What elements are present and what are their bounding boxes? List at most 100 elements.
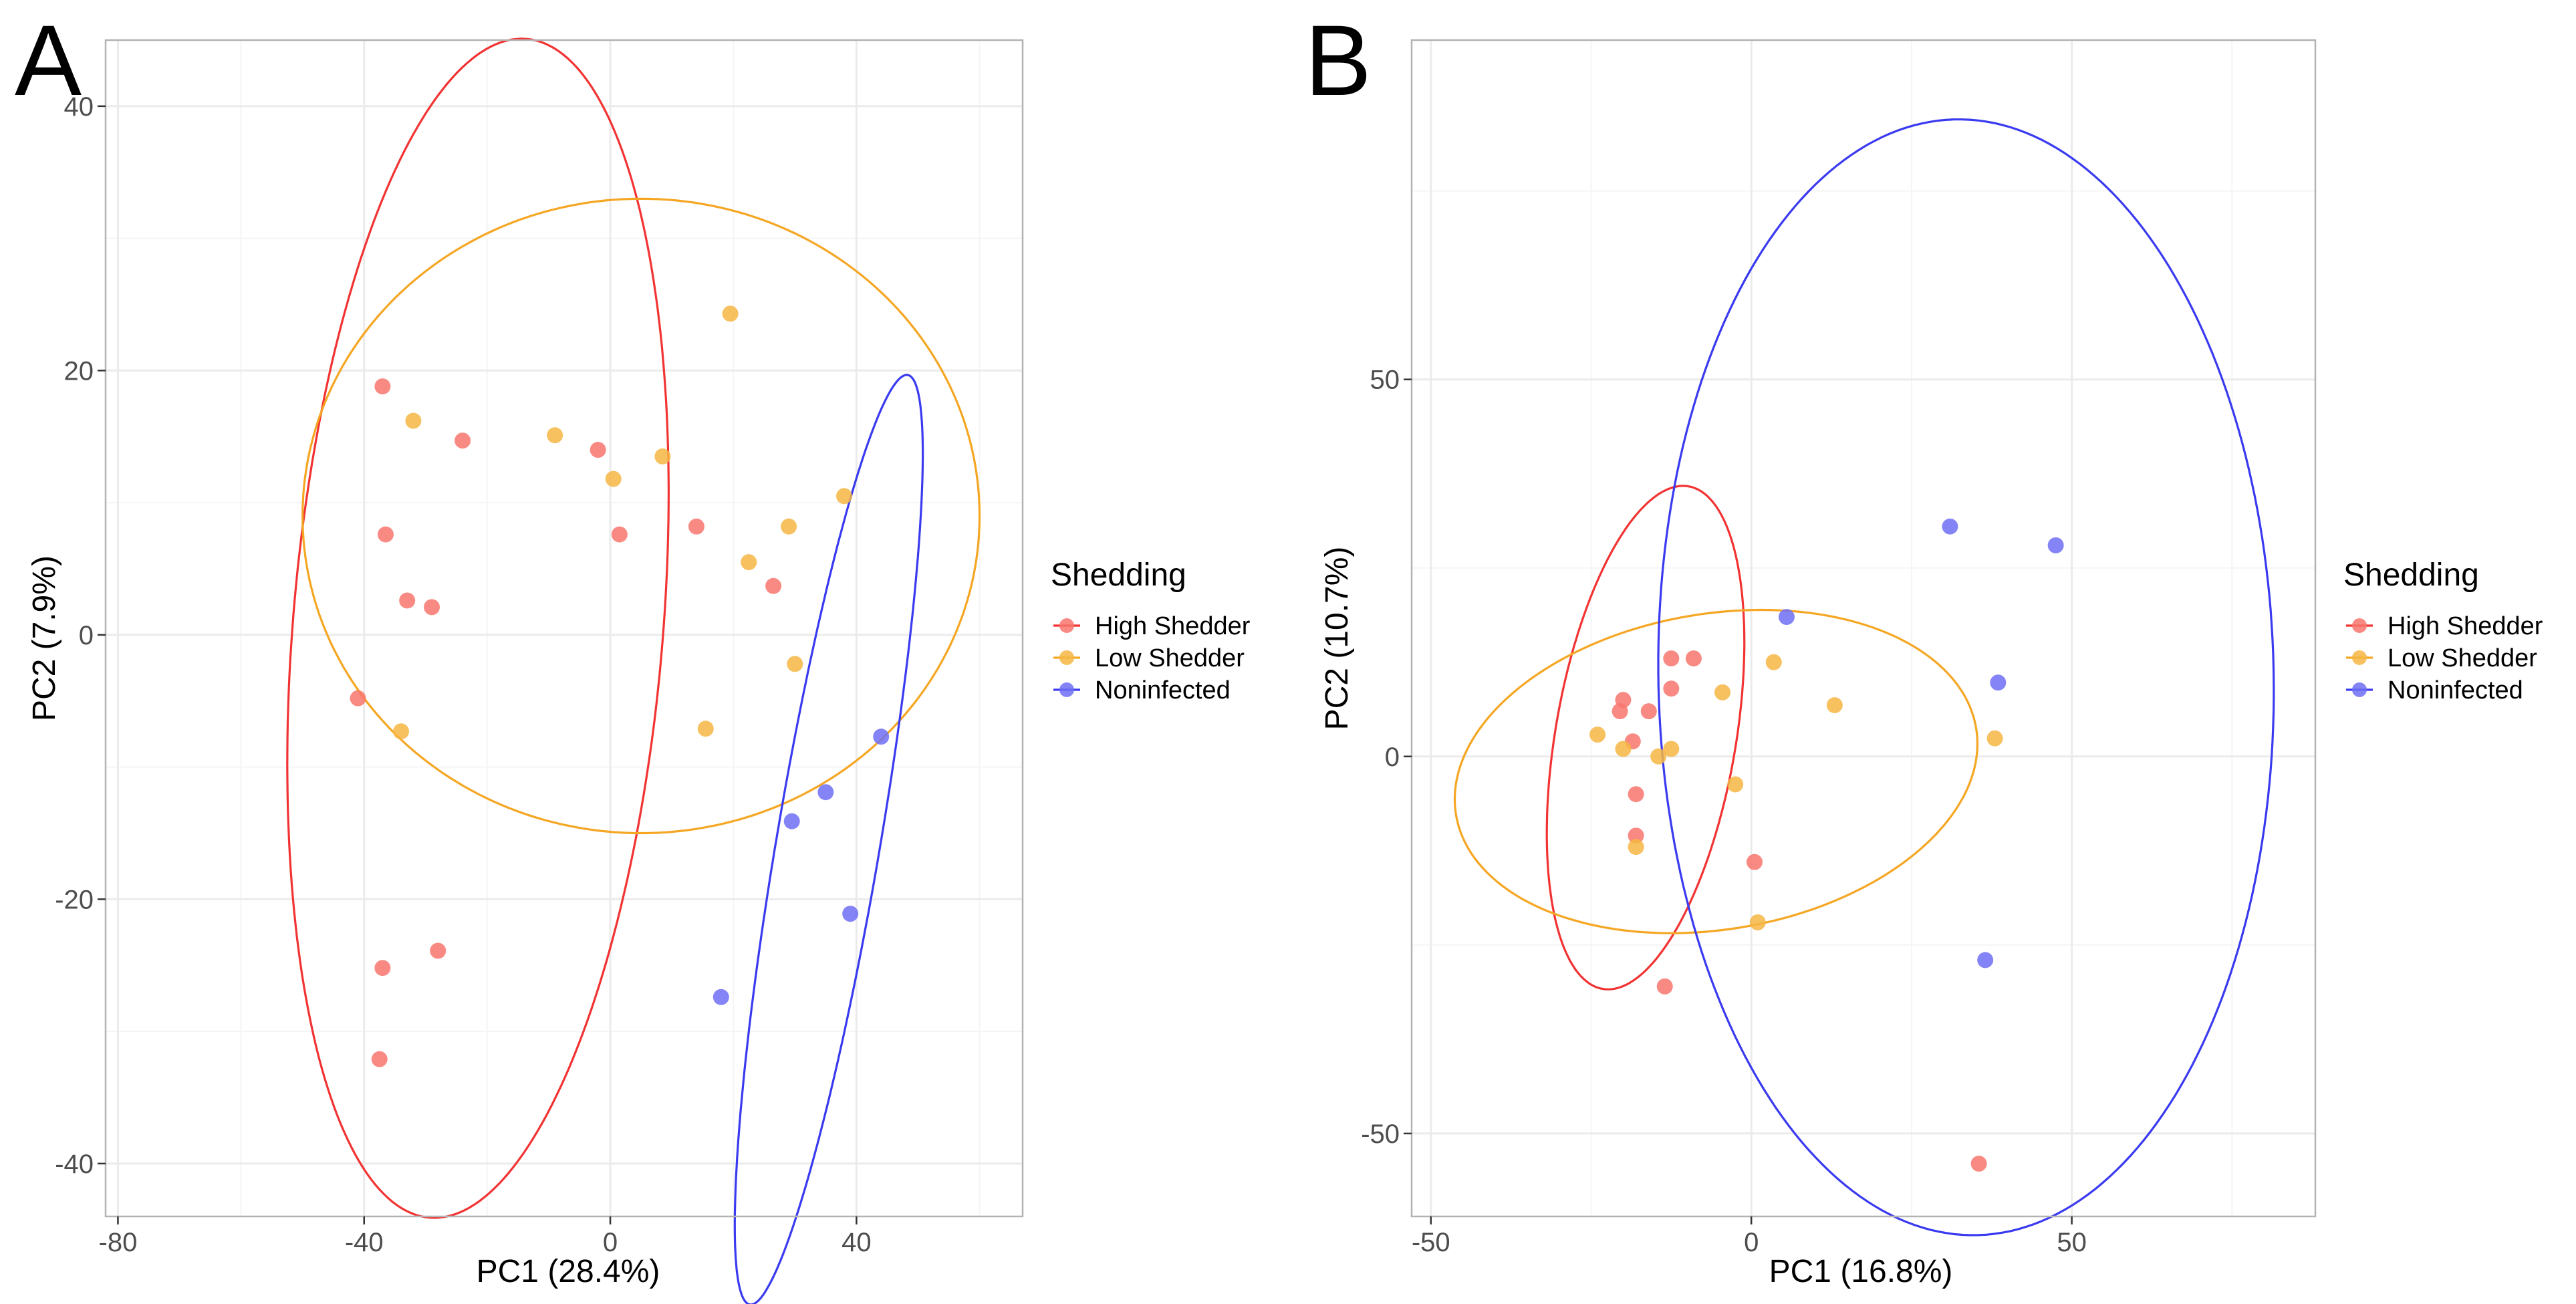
panel-a-point-noninfected <box>842 906 859 922</box>
panel-a-point-low-shedder <box>405 412 422 429</box>
panel-a-point-high-shedder <box>765 577 782 594</box>
panel-b-y-tick-label: 50 <box>1370 366 1400 395</box>
panel-b-legend-label-high-shedder: High Shedder <box>2388 612 2543 640</box>
panel-a-ellipse-low-shedder <box>301 197 981 835</box>
panel-b-x-tick-label: -50 <box>1412 1228 1450 1257</box>
panel-b-point-low-shedder <box>1826 697 1843 714</box>
panel-a-point-low-shedder <box>392 723 409 740</box>
panel-a-legend-key-point-noninfected <box>1059 682 1074 697</box>
panel-a-point-high-shedder <box>371 1051 388 1067</box>
panel-a-point-high-shedder <box>455 432 471 449</box>
panel-a-legend-label-noninfected: Noninfected <box>1095 676 1231 704</box>
panel-a-point-high-shedder <box>374 378 391 395</box>
panel-a-y-tick-label: 20 <box>64 356 94 386</box>
panel-b-ellipse-high-shedder <box>1545 485 1746 991</box>
panel-b-point-noninfected <box>1990 674 2007 691</box>
panel-a-point-high-shedder <box>399 592 416 609</box>
panel-b-x-tick-label: 0 <box>1744 1228 1759 1257</box>
panel-b-point-high-shedder <box>1628 786 1644 803</box>
panel-b-point-low-shedder <box>1663 741 1680 757</box>
panel-b-point-high-shedder <box>1656 978 1673 995</box>
panel-a-point-high-shedder <box>424 599 440 616</box>
panel-a-point-low-shedder <box>547 427 563 444</box>
panel-a-y-tick-label: 40 <box>64 92 94 122</box>
panel-a-point-low-shedder <box>835 488 852 505</box>
panel-b-points <box>1589 518 2064 1172</box>
panel-a-x-axis-title: PC1 (28.4%) <box>477 1254 660 1289</box>
panel-b-point-low-shedder <box>1749 914 1766 930</box>
panel-b-legend-label-noninfected: Noninfected <box>2388 676 2523 704</box>
panel-a-y-tick-label: -20 <box>55 885 94 914</box>
panel-b-point-low-shedder <box>1650 748 1667 765</box>
panel-b-y-tick-label: 0 <box>1385 743 1400 772</box>
panel-a-point-high-shedder <box>430 942 446 959</box>
panel-b-legend-label-low-shedder: Low Shedder <box>2388 644 2537 672</box>
panel-b-point-low-shedder <box>1765 654 1782 670</box>
panel-b-y-tick-label: -50 <box>1361 1120 1400 1149</box>
panel-a-legend-items: High Shedder Low Shedder Noninfected <box>1053 612 1251 704</box>
panel-a-point-high-shedder <box>350 690 366 706</box>
panel-a-legend: Shedding High Shedder Low Shedder Noninfec… <box>1051 557 1251 704</box>
panel-b-y-axis-title: PC2 (10.7%) <box>1319 547 1355 731</box>
panel-b-legend-key-point-noninfected <box>2352 682 2367 697</box>
panel-a-x-tick-label: 0 <box>603 1228 618 1257</box>
panel-a-ellipse-noninfected <box>733 374 924 1304</box>
panel-b-point-high-shedder <box>1663 650 1680 667</box>
panel-a-y-tick-label: -40 <box>55 1150 94 1179</box>
panel-a-legend-label-high-shedder: High Shedder <box>1095 612 1251 640</box>
panel-b-point-noninfected <box>1977 952 1994 968</box>
panel-b-point-high-shedder <box>1612 703 1628 720</box>
panel-a-y-tick-label: 0 <box>79 621 94 650</box>
panel-a-point-high-shedder <box>377 526 394 543</box>
panel-a: A -80 -40 0 40 -40 -20 0 20 40 PC1 (28.4%) PC2 (… <box>15 4 1251 1304</box>
panel-a-point-low-shedder <box>787 656 803 672</box>
panel-a-point-low-shedder <box>697 721 714 737</box>
panel-a-grid <box>106 40 1023 1216</box>
panel-b-point-high-shedder <box>1970 1156 1987 1172</box>
panel-b-ellipses <box>1453 118 2275 1236</box>
panel-a-point-low-shedder <box>741 554 757 571</box>
panel-b-point-high-shedder <box>1663 680 1680 697</box>
panel-a-point-low-shedder <box>654 448 671 465</box>
panel-b: B -50 0 50 -50 0 50 PC1 (16.8%) PC2 (10.7%) S… <box>1305 4 2543 1289</box>
panel-a-point-high-shedder <box>688 518 704 535</box>
panel-b-point-noninfected <box>1778 609 1795 626</box>
panel-a-point-low-shedder <box>781 518 797 535</box>
panel-b-ellipse-noninfected <box>1657 118 2275 1236</box>
panel-a-point-low-shedder <box>605 471 622 487</box>
panel-b-grid <box>1412 40 2315 1216</box>
panel-a-point-noninfected <box>713 989 729 1005</box>
panel-b-legend-key-point-high-shedder <box>2352 618 2367 633</box>
panel-b-legend-title: Shedding <box>2343 557 2479 593</box>
panel-b-point-low-shedder <box>1589 727 1606 743</box>
panel-a-border <box>104 39 1024 1218</box>
panel-a-point-high-shedder <box>590 442 606 459</box>
panel-b-point-high-shedder <box>1628 827 1644 844</box>
panel-b-point-low-shedder <box>1615 741 1632 757</box>
panel-a-point-low-shedder <box>722 305 739 322</box>
panel-a-points <box>350 305 890 1067</box>
panel-b-point-noninfected <box>2047 537 2064 553</box>
panel-b-point-noninfected <box>1942 518 1958 535</box>
panel-b-point-low-shedder <box>1727 776 1744 793</box>
panel-a-x-tick-label: -80 <box>99 1228 138 1257</box>
panel-a-point-high-shedder <box>374 960 391 976</box>
panel-a-point-noninfected <box>783 813 800 829</box>
panel-b-x-axis-title: PC1 (16.8%) <box>1769 1254 1953 1289</box>
panel-a-ticks: -80 -40 0 40 -40 -20 0 20 40 <box>55 92 871 1257</box>
panel-a-point-high-shedder <box>611 526 628 543</box>
panel-a-point-noninfected <box>873 729 890 745</box>
panel-b-point-high-shedder <box>1746 854 1763 870</box>
panel-a-legend-key-point-low-shedder <box>1059 650 1074 665</box>
panel-b-ellipse-low-shedder <box>1453 608 1978 934</box>
panel-b-point-low-shedder <box>1714 684 1731 700</box>
panel-b-point-high-shedder <box>1685 650 1702 667</box>
panel-a-legend-label-low-shedder: Low Shedder <box>1095 644 1245 672</box>
panel-a-legend-title: Shedding <box>1051 557 1186 593</box>
panel-a-x-tick-label: -40 <box>345 1228 384 1257</box>
panel-a-point-noninfected <box>817 784 834 801</box>
panel-b-point-low-shedder <box>1628 839 1644 856</box>
panel-b-point-high-shedder <box>1640 703 1657 720</box>
panel-b-legend-key-point-low-shedder <box>2352 650 2367 665</box>
